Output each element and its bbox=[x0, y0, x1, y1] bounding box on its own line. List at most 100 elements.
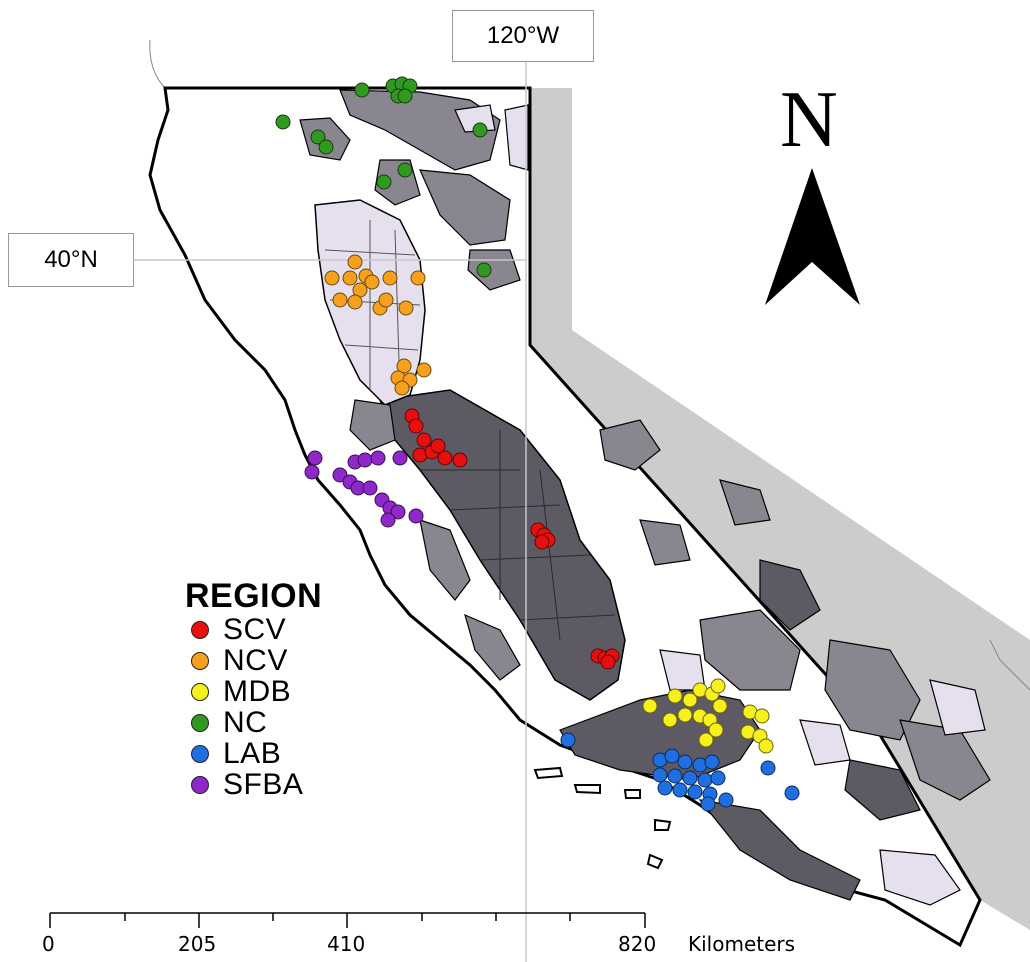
mdb-site bbox=[698, 732, 714, 748]
ncv-site bbox=[378, 292, 394, 308]
legend-label-nc: NC bbox=[223, 706, 268, 739]
ncv-site bbox=[347, 294, 363, 310]
ncv-site bbox=[347, 254, 363, 270]
ncv-site bbox=[398, 300, 414, 316]
ncv-site bbox=[416, 362, 432, 378]
neighbor-outline-east bbox=[989, 639, 1030, 691]
central-valley-interior-lines bbox=[420, 430, 616, 641]
lab-site bbox=[710, 770, 726, 786]
legend-title: REGION bbox=[185, 577, 323, 615]
scv-site bbox=[408, 418, 424, 434]
scale-bar bbox=[49, 912, 646, 928]
nc-site bbox=[354, 82, 370, 98]
nc-site bbox=[397, 88, 413, 104]
ncv-site bbox=[410, 270, 426, 286]
mdb-site bbox=[662, 712, 678, 728]
nc-site bbox=[476, 262, 492, 278]
ncv-site bbox=[342, 270, 358, 286]
points-sfba bbox=[304, 450, 424, 528]
legend-swatch-scv bbox=[191, 620, 209, 639]
latitude-label: 40°N bbox=[8, 233, 134, 287]
points-ncv bbox=[324, 254, 432, 396]
neighbor-outline-north bbox=[149, 39, 166, 89]
points-mdb bbox=[642, 678, 774, 754]
ncv-site bbox=[396, 358, 412, 374]
lab-site bbox=[687, 784, 703, 800]
lab-site bbox=[697, 772, 713, 788]
desert-basins-medium bbox=[599, 419, 991, 801]
legend: REGION SCV NCV MDB NC LAB SFBA bbox=[185, 578, 322, 800]
scv-site bbox=[534, 534, 550, 550]
legend-swatch-lab bbox=[191, 744, 209, 763]
sfba-site bbox=[307, 450, 323, 466]
ncv-site bbox=[324, 270, 340, 286]
lab-site bbox=[672, 782, 688, 798]
legend-swatch-mdb bbox=[191, 682, 209, 701]
mdb-site bbox=[712, 698, 728, 714]
mdb-site bbox=[758, 738, 774, 754]
mdb-site bbox=[754, 708, 770, 724]
sfba-site bbox=[380, 512, 396, 528]
scv-site bbox=[437, 450, 453, 466]
sfba-site bbox=[362, 480, 378, 496]
lab-site bbox=[682, 770, 698, 786]
north-letter: N bbox=[780, 76, 838, 164]
mdb-site bbox=[677, 707, 693, 723]
scv-site bbox=[416, 432, 432, 448]
legend-label-mdb: MDB bbox=[223, 675, 292, 708]
lab-site bbox=[704, 754, 720, 770]
legend-swatch-nc bbox=[191, 713, 209, 732]
points-lab bbox=[560, 732, 800, 812]
nc-site bbox=[397, 162, 413, 178]
legend-item-sfba: SFBA bbox=[185, 769, 322, 800]
sfba-site bbox=[370, 450, 386, 466]
sfba-site bbox=[392, 450, 408, 466]
lab-site bbox=[560, 732, 576, 748]
legend-item-scv: SCV bbox=[185, 614, 322, 645]
legend-swatch-ncv bbox=[191, 651, 209, 670]
nc-site bbox=[376, 174, 392, 190]
lab-site bbox=[718, 792, 734, 808]
ncv-site bbox=[332, 292, 348, 308]
mdb-site bbox=[667, 688, 683, 704]
legend-item-nc: NC bbox=[185, 707, 322, 738]
central-valley-basin bbox=[378, 389, 626, 701]
scv-site bbox=[452, 452, 468, 468]
longitude-label: 120°W bbox=[452, 10, 594, 62]
legend-label-ncv: NCV bbox=[223, 644, 288, 677]
mdb-site bbox=[710, 678, 726, 694]
mdb-site bbox=[708, 722, 724, 738]
lab-site bbox=[677, 754, 693, 770]
ncv-site bbox=[394, 380, 410, 396]
ncv-site bbox=[364, 274, 380, 290]
nc-site bbox=[275, 114, 291, 130]
desert-basins-light bbox=[659, 649, 986, 906]
nc-site bbox=[310, 129, 326, 145]
ncv-site bbox=[382, 270, 398, 286]
mdb-site bbox=[682, 692, 698, 708]
mdb-site bbox=[642, 698, 658, 714]
coastal-basins bbox=[349, 399, 521, 681]
sfba-site bbox=[408, 508, 424, 524]
lab-site bbox=[700, 796, 716, 812]
lab-site bbox=[652, 767, 668, 783]
north-arrow bbox=[765, 168, 860, 305]
scale-label-0: 0 bbox=[42, 932, 55, 956]
points-scv bbox=[404, 408, 620, 670]
legend-item-ncv: NCV bbox=[185, 645, 322, 676]
channel-islands bbox=[533, 766, 672, 870]
lab-site bbox=[657, 780, 673, 796]
scale-unit: Kilometers bbox=[688, 932, 796, 956]
scv-site bbox=[430, 438, 446, 454]
legend-item-lab: LAB bbox=[185, 738, 322, 769]
scale-label-410: 410 bbox=[327, 932, 366, 956]
sfba-site bbox=[357, 452, 373, 468]
sfba-site bbox=[304, 464, 320, 480]
legend-label-lab: LAB bbox=[223, 737, 282, 770]
legend-item-mdb: MDB bbox=[185, 676, 322, 707]
scv-site bbox=[600, 654, 616, 670]
legend-label-sfba: SFBA bbox=[223, 768, 304, 801]
legend-swatch-sfba bbox=[191, 775, 209, 794]
lab-site bbox=[667, 768, 683, 784]
